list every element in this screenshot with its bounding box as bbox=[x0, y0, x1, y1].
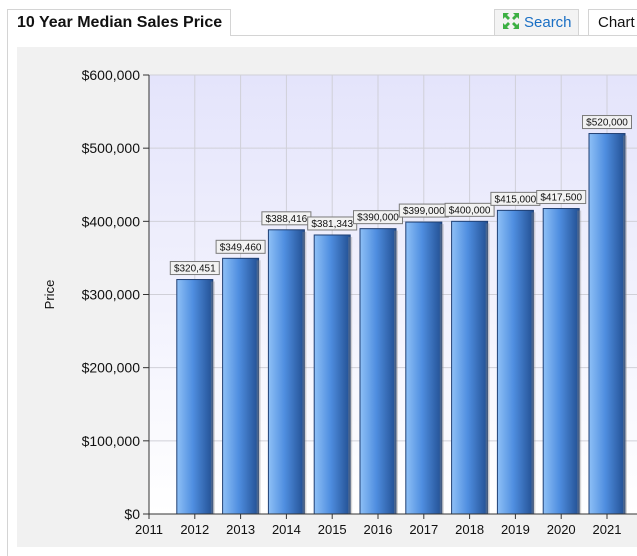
bar-shadow bbox=[256, 260, 261, 514]
data-label: $520,000 bbox=[586, 118, 628, 129]
bar bbox=[359, 228, 397, 515]
y-tick-label: $600,000 bbox=[82, 67, 141, 83]
data-label-box bbox=[536, 190, 587, 205]
chart-title-tab: 10 Year Median Sales Price bbox=[7, 9, 231, 36]
data-label: $417,500 bbox=[540, 193, 582, 204]
y-tick-label: $300,000 bbox=[82, 287, 141, 303]
y-tick-label: $100,000 bbox=[82, 433, 141, 449]
bar-shadow bbox=[394, 230, 398, 514]
bar-shadow bbox=[577, 210, 582, 514]
x-tick-label: 2021 bbox=[593, 522, 622, 537]
page-title: 10 Year Median Sales Price bbox=[17, 14, 223, 31]
search-button[interactable]: Search bbox=[494, 9, 579, 36]
bar-shadow bbox=[485, 223, 490, 515]
bar bbox=[405, 221, 443, 515]
data-label-box bbox=[215, 239, 266, 254]
bar bbox=[542, 208, 580, 515]
bar bbox=[313, 234, 351, 515]
bar bbox=[222, 257, 260, 515]
data-label: $381,343 bbox=[311, 219, 353, 230]
x-tick-label: 2015 bbox=[318, 522, 347, 537]
y-tick-label: $200,000 bbox=[82, 360, 141, 376]
y-axis-title: Price bbox=[42, 280, 57, 310]
data-label: $390,000 bbox=[357, 213, 399, 224]
x-tick-label: 2011 bbox=[135, 522, 163, 537]
data-label: $400,000 bbox=[449, 205, 491, 216]
bar bbox=[588, 133, 626, 515]
y-tick-label: $400,000 bbox=[82, 213, 141, 229]
x-tick-label: 2018 bbox=[455, 522, 484, 537]
tab-chart[interactable]: Chart bbox=[588, 9, 637, 36]
y-tick-label: $0 bbox=[124, 506, 140, 522]
x-tick-label: 2019 bbox=[501, 522, 530, 537]
bar-shadow bbox=[439, 224, 444, 514]
expand-arrows-icon bbox=[502, 12, 520, 34]
search-button-label: Search bbox=[524, 14, 572, 31]
x-tick-label: 2020 bbox=[547, 522, 576, 537]
bar bbox=[267, 229, 305, 515]
bar-shadow bbox=[348, 236, 353, 514]
bar-shadow bbox=[623, 135, 627, 514]
x-tick-label: 2014 bbox=[272, 522, 301, 537]
bar-shadow bbox=[302, 231, 307, 514]
data-label-box bbox=[169, 261, 220, 276]
x-tick-label: 2016 bbox=[364, 522, 393, 537]
y-tick-label: $500,000 bbox=[82, 140, 141, 156]
bar bbox=[176, 279, 214, 515]
x-tick-label: 2017 bbox=[409, 522, 438, 537]
data-label: $320,451 bbox=[174, 264, 216, 275]
data-label-box bbox=[444, 202, 495, 217]
data-label: $388,416 bbox=[266, 214, 308, 225]
data-label: $399,000 bbox=[403, 206, 445, 217]
chart-area: $0 $100,000 $200,000 $300,000 $400,000 $500,0… bbox=[17, 47, 637, 547]
header-divider bbox=[231, 35, 637, 36]
median-price-bar-chart: $0 $100,000 $200,000 $300,000 $400,000 $500,0… bbox=[42, 67, 637, 537]
x-tick-label: 2012 bbox=[180, 522, 209, 537]
bar bbox=[451, 220, 489, 515]
bar-shadow bbox=[531, 212, 536, 514]
data-label: $349,460 bbox=[220, 242, 262, 253]
bar bbox=[496, 209, 534, 515]
bar-shadow bbox=[210, 281, 215, 514]
data-label: $415,000 bbox=[495, 194, 537, 205]
data-label-box bbox=[582, 115, 632, 130]
tab-chart-label: Chart bbox=[598, 14, 635, 31]
x-tick-label: 2013 bbox=[226, 522, 255, 537]
